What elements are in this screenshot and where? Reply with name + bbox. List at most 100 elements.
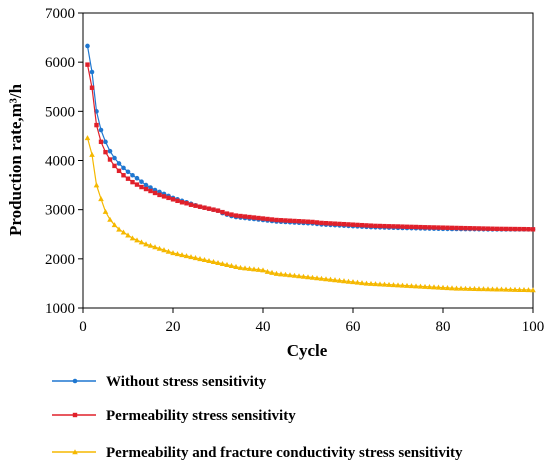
data-point xyxy=(431,284,437,290)
y-tick-label: 2000 xyxy=(45,252,75,268)
data-point xyxy=(485,226,491,231)
data-point xyxy=(489,286,496,292)
data-point xyxy=(355,222,360,228)
data-point xyxy=(238,213,243,219)
data-point xyxy=(427,225,432,230)
legend-marker xyxy=(72,378,78,384)
data-point xyxy=(480,286,487,292)
data-point xyxy=(188,254,194,260)
data-point xyxy=(98,127,104,133)
x-axis-title: Cycle xyxy=(287,341,328,360)
data-point xyxy=(377,223,383,229)
data-point xyxy=(359,222,365,228)
y-tick-label: 6000 xyxy=(45,55,75,71)
data-point xyxy=(251,215,257,220)
data-point xyxy=(494,226,500,232)
data-point xyxy=(503,226,509,232)
data-point xyxy=(211,207,216,212)
data-point xyxy=(372,281,379,287)
data-point xyxy=(336,277,343,283)
data-point xyxy=(399,282,406,288)
data-point xyxy=(143,182,149,188)
data-point xyxy=(278,271,284,277)
data-point xyxy=(273,270,280,276)
data-point xyxy=(152,244,158,250)
data-point xyxy=(224,261,230,267)
data-point xyxy=(89,151,95,157)
data-point xyxy=(112,155,117,161)
data-point xyxy=(409,224,414,230)
y-axis-title: Production rate,m³/h xyxy=(6,83,25,236)
data-point xyxy=(120,229,127,235)
data-point xyxy=(458,285,464,291)
legend-label: Without stress sensitivity xyxy=(106,374,267,390)
y-tick-label: 1000 xyxy=(45,301,75,317)
data-point xyxy=(229,212,234,217)
data-point xyxy=(206,206,212,211)
data-point xyxy=(161,194,167,199)
data-point xyxy=(111,222,118,228)
legend-item-1: Without stress sensitivity xyxy=(52,374,267,390)
x-tick-label: 100 xyxy=(522,319,545,335)
data-point xyxy=(116,161,122,166)
data-point xyxy=(242,214,248,219)
data-point xyxy=(152,190,158,196)
data-point xyxy=(440,284,446,290)
data-point xyxy=(350,279,356,285)
series-3 xyxy=(84,135,536,293)
data-point xyxy=(359,280,365,286)
data-point xyxy=(395,282,401,288)
data-point xyxy=(422,225,428,230)
x-tick-label: 20 xyxy=(166,319,181,335)
data-point xyxy=(156,245,163,251)
data-point xyxy=(426,284,433,290)
data-point xyxy=(507,286,514,292)
data-point xyxy=(318,275,325,281)
data-point xyxy=(264,268,271,274)
data-point xyxy=(431,225,437,230)
data-point xyxy=(292,218,297,224)
data-point xyxy=(354,279,361,285)
x-tick-label: 60 xyxy=(346,319,361,335)
data-point xyxy=(174,251,181,257)
data-point xyxy=(85,43,90,49)
data-point xyxy=(454,225,459,231)
series-1 xyxy=(85,43,536,232)
data-point xyxy=(89,69,95,75)
data-point xyxy=(170,197,176,202)
data-point xyxy=(525,287,532,293)
data-point xyxy=(283,218,288,223)
data-point xyxy=(224,211,230,216)
data-point xyxy=(363,280,370,286)
series-line xyxy=(86,137,534,291)
data-point xyxy=(341,221,347,227)
data-point xyxy=(170,250,176,256)
data-point xyxy=(247,214,252,220)
data-point xyxy=(210,258,217,265)
data-point xyxy=(192,255,199,261)
data-point xyxy=(449,285,455,291)
data-point xyxy=(197,204,203,209)
data-point xyxy=(107,148,113,154)
x-axis-ticks: 0 20 40 60 80 100 xyxy=(79,308,544,335)
data-point xyxy=(458,225,464,231)
data-point xyxy=(107,157,113,162)
data-point xyxy=(323,276,329,282)
y-tick-label: 5000 xyxy=(45,104,75,120)
data-point xyxy=(296,219,302,224)
data-point xyxy=(201,257,208,263)
data-point xyxy=(98,196,104,202)
data-point xyxy=(278,218,284,223)
data-point xyxy=(94,122,99,128)
data-point xyxy=(467,285,473,291)
plot-frame xyxy=(82,12,534,309)
data-point xyxy=(404,282,410,288)
data-point xyxy=(471,285,478,291)
x-tick-label: 80 xyxy=(436,319,451,335)
data-point xyxy=(179,200,185,205)
data-point xyxy=(498,286,505,292)
data-point xyxy=(121,173,126,178)
data-point xyxy=(175,198,180,204)
data-point xyxy=(256,215,261,221)
